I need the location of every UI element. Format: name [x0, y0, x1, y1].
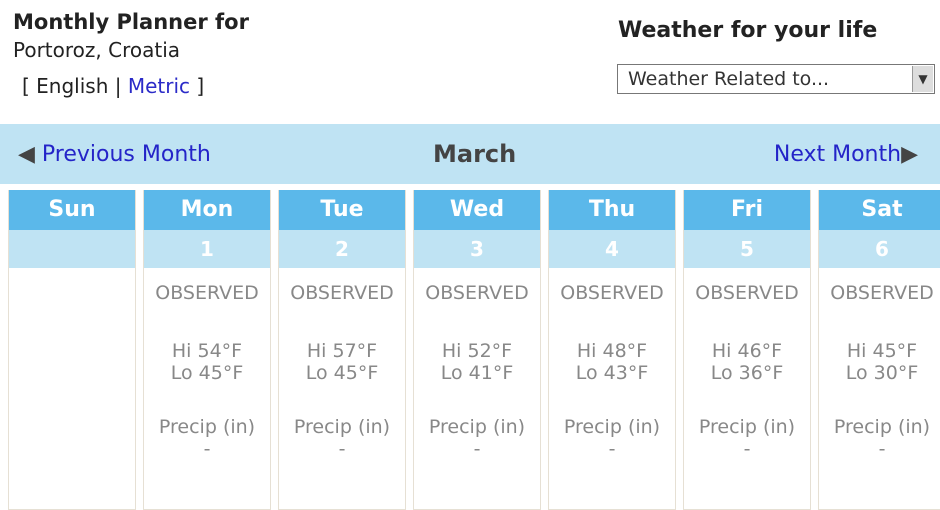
high-temp: Hi 52°F [441, 340, 513, 362]
weather-widget-title: Weather for your life [618, 18, 878, 43]
high-temp: Hi 46°F [711, 340, 783, 362]
low-temp: Lo 43°F [575, 362, 649, 384]
day-column-fri: Fri 5 OBSERVED Hi 46°F Lo 36°F Precip (i… [683, 190, 811, 510]
right-arrow-icon: ▶ [901, 142, 918, 167]
day-header: Fri [684, 190, 810, 230]
precip-label: Precip (in) [698, 416, 796, 438]
low-temp: Lo 36°F [710, 362, 784, 384]
day-header: Sat [819, 190, 940, 230]
day-body: OBSERVED Hi 52°F Lo 41°F Precip (in) - [414, 282, 540, 460]
date-number: 1 [144, 230, 270, 268]
precip-label: Precip (in) [833, 416, 931, 438]
day-body: OBSERVED Hi 57°F Lo 45°F Precip (in) - [279, 282, 405, 460]
select-value: Weather Related to... [628, 68, 830, 90]
page-title: Monthly Planner for [13, 10, 249, 34]
location: Portoroz, Croatia [13, 38, 181, 62]
separator: | [114, 74, 122, 98]
day-body: OBSERVED Hi 45°F Lo 30°F Precip (in) - [819, 282, 940, 460]
precip-value: - [338, 438, 346, 460]
precip-label: Precip (in) [158, 416, 256, 438]
low-temp: Lo 45°F [305, 362, 379, 384]
next-month-link[interactable]: Next Month▶ [774, 142, 918, 167]
day-header: Sun [9, 190, 135, 230]
low-temp: Lo 45°F [170, 362, 244, 384]
day-column-wed: Wed 3 OBSERVED Hi 52°F Lo 41°F Precip (i… [413, 190, 541, 510]
unit-toggle: [ English | Metric ] [22, 74, 204, 98]
status-label: OBSERVED [560, 282, 664, 304]
high-temp: Hi 57°F [306, 340, 378, 362]
day-column-thu: Thu 4 OBSERVED Hi 48°F Lo 43°F Precip (i… [548, 190, 676, 510]
date-number [9, 230, 135, 268]
date-number: 5 [684, 230, 810, 268]
status-label: OBSERVED [695, 282, 799, 304]
precip-value: - [743, 438, 751, 460]
day-column-sat: Sat 6 OBSERVED Hi 45°F Lo 30°F Precip (i… [818, 190, 940, 510]
next-month-label: Next Month [773, 142, 902, 167]
precip-value: - [203, 438, 211, 460]
month-nav: ◀ Previous Month March Next Month▶ [0, 124, 940, 184]
high-temp: Hi 48°F [576, 340, 648, 362]
date-number: 4 [549, 230, 675, 268]
day-body: OBSERVED Hi 54°F Lo 45°F Precip (in) - [144, 282, 270, 460]
day-body: OBSERVED Hi 48°F Lo 43°F Precip (in) - [549, 282, 675, 460]
bracket-open: [ [22, 74, 30, 98]
date-number: 2 [279, 230, 405, 268]
precip-value: - [608, 438, 616, 460]
day-header: Mon [144, 190, 270, 230]
day-column-tue: Tue 2 OBSERVED Hi 57°F Lo 45°F Precip (i… [278, 190, 406, 510]
day-column-sun: Sun [8, 190, 136, 510]
metric-link[interactable]: Metric [127, 74, 191, 98]
status-label: OBSERVED [155, 282, 259, 304]
status-label: OBSERVED [290, 282, 394, 304]
bracket-close: ] [196, 74, 205, 98]
precip-value: - [878, 438, 886, 460]
day-header: Thu [549, 190, 675, 230]
previous-month-label: Previous Month [41, 142, 211, 167]
current-month: March [433, 140, 517, 168]
day-column-mon: Mon 1 OBSERVED Hi 54°F Lo 45°F Precip (i… [143, 190, 271, 510]
low-temp: Lo 30°F [845, 362, 919, 384]
day-header: Wed [414, 190, 540, 230]
precip-label: Precip (in) [293, 416, 391, 438]
date-number: 6 [819, 230, 940, 268]
precip-label: Precip (in) [428, 416, 526, 438]
left-arrow-icon: ◀ [18, 142, 35, 167]
previous-month-link[interactable]: ◀ Previous Month [18, 142, 211, 167]
date-number: 3 [414, 230, 540, 268]
weather-related-select[interactable]: Weather Related to... ▼ [617, 64, 935, 94]
high-temp: Hi 45°F [846, 340, 918, 362]
dropdown-arrow-icon[interactable]: ▼ [912, 66, 933, 92]
precip-label: Precip (in) [563, 416, 661, 438]
precip-value: - [473, 438, 481, 460]
high-temp: Hi 54°F [171, 340, 243, 362]
english-link[interactable]: English [36, 74, 109, 98]
day-header: Tue [279, 190, 405, 230]
status-label: OBSERVED [830, 282, 934, 304]
status-label: OBSERVED [425, 282, 529, 304]
day-body: OBSERVED Hi 46°F Lo 36°F Precip (in) - [684, 282, 810, 460]
low-temp: Lo 41°F [440, 362, 514, 384]
